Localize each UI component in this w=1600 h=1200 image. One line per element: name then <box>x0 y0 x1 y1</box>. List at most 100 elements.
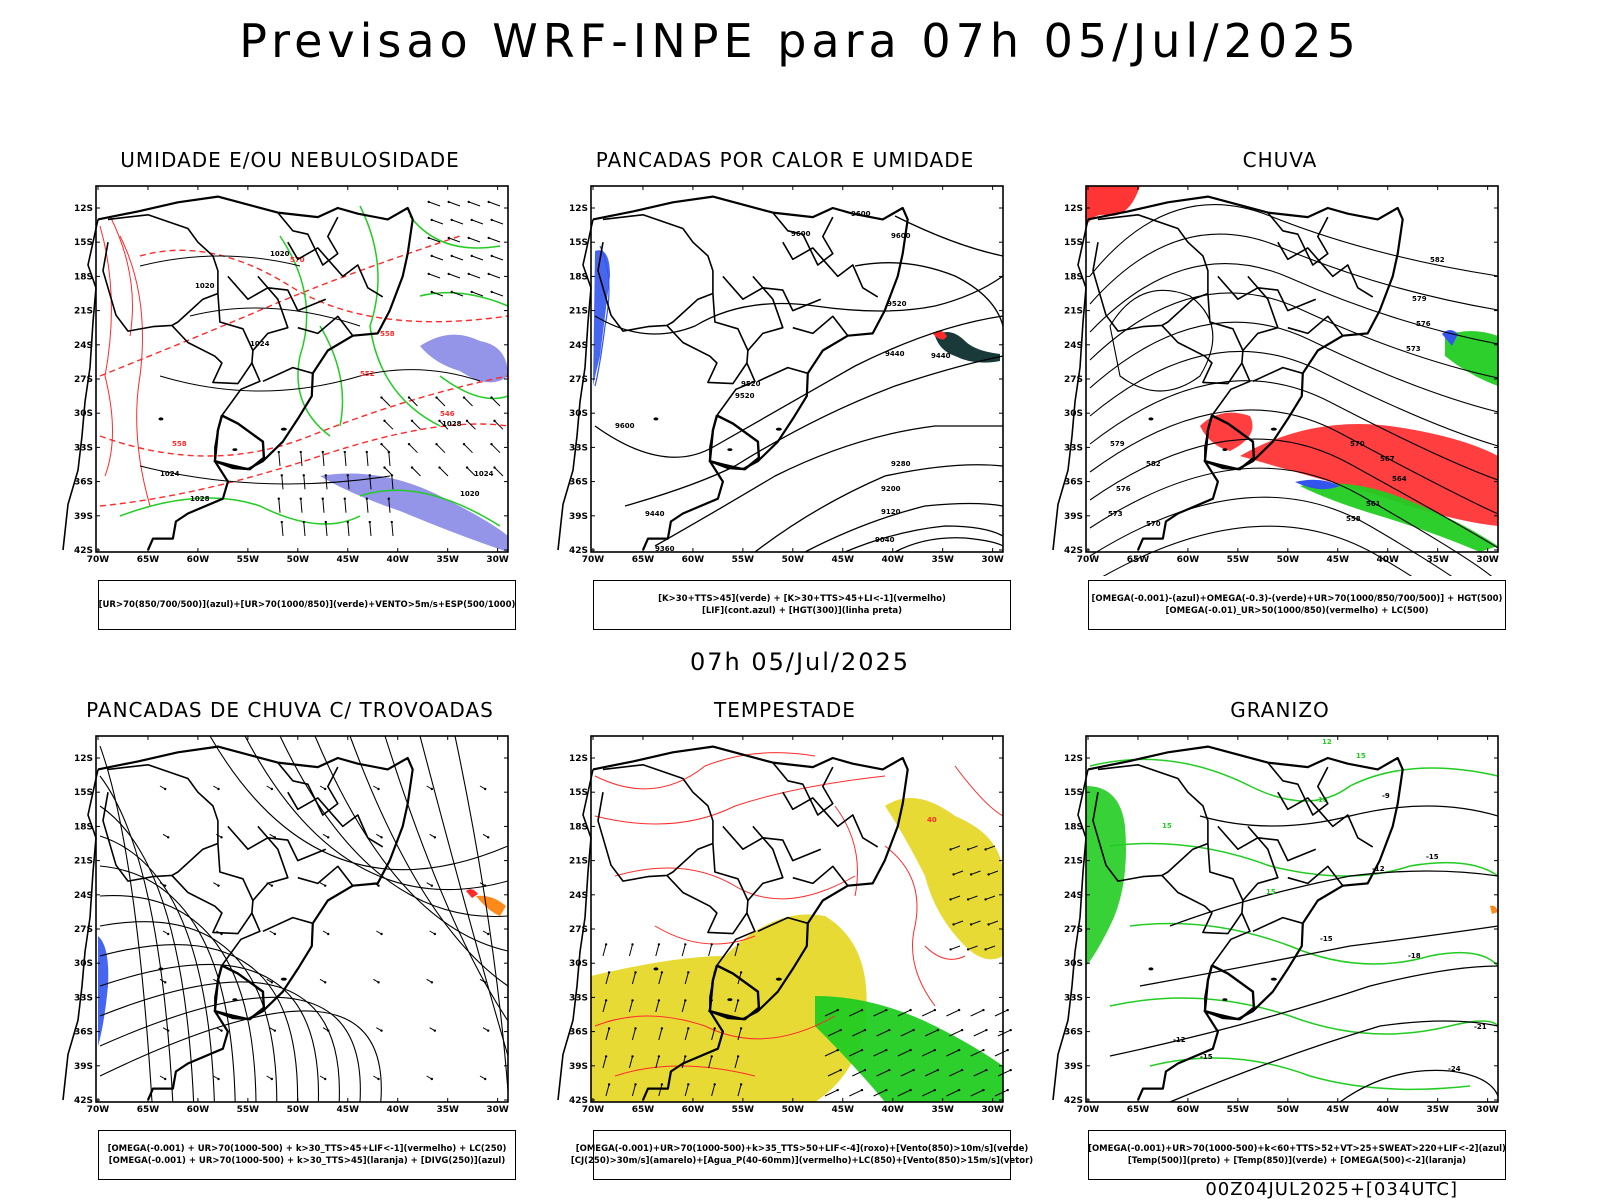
state-border <box>1252 366 1304 383</box>
contour-label: 558 <box>172 440 187 448</box>
wind-vector-head <box>447 236 450 240</box>
state-border <box>757 366 809 383</box>
wind-vector-head <box>684 943 687 946</box>
contour-label: 1020 <box>195 282 215 290</box>
run-time-footer: 00Z04JUL2025+[034UTC] <box>1205 1179 1458 1200</box>
wind-vector-head <box>380 396 383 399</box>
lon-tick-label: 45W <box>1327 555 1350 565</box>
wind-vector <box>431 291 444 297</box>
west-coastline <box>557 219 594 551</box>
contour-label: 1024 <box>250 340 270 348</box>
wind-vector-head <box>863 1068 867 1072</box>
wind-vector-head <box>430 218 433 222</box>
wind-vector <box>684 972 689 985</box>
wind-vector-head <box>343 497 346 500</box>
flow-arrow-head <box>273 932 277 936</box>
flow-arrow-head <box>270 1077 274 1081</box>
state-border <box>1242 825 1279 902</box>
wind-vector-head <box>450 218 453 222</box>
panel-tempestade: TEMPESTADE 40 12S 15S 18S 21S 24S 27S 30S 33S 36S… <box>555 698 1033 1180</box>
wind-vector <box>448 273 461 279</box>
lat-tick-label: 15S <box>569 788 588 798</box>
lon-tick-label: 45W <box>832 555 855 565</box>
legend-line: [OMEGA(-0.001) + UR>70(1000-500) + k>30_… <box>107 1144 507 1154</box>
humidity-green-contour <box>409 215 501 249</box>
lat-tick-label: 12S <box>74 204 93 214</box>
wind-vector <box>281 522 284 537</box>
coastline <box>1087 745 1404 1101</box>
contour-label: 9440 <box>931 352 951 360</box>
legend-line: [OMEGA(-0.001)+UR>70(1000-500)+k>35_TTS>… <box>575 1144 1029 1154</box>
flow-arrow-head <box>323 787 327 791</box>
lat-tick-label: 27S <box>74 375 93 385</box>
wind-vector <box>448 237 461 243</box>
wind-vector <box>994 1009 1008 1017</box>
wind-vector-head <box>383 419 386 423</box>
wind-vector <box>655 1056 660 1069</box>
west-coastline <box>62 769 99 1101</box>
wind-vector <box>605 1084 610 1097</box>
wind-vector-head <box>987 923 990 926</box>
stability-area <box>935 332 1000 363</box>
lat-tick-label: 24S <box>74 341 93 351</box>
wind-vector-head <box>634 971 637 974</box>
lon-tick-label: 35W <box>931 555 954 565</box>
lat-tick-label: 36S <box>1064 1028 1083 1038</box>
lat-tick-label: 21S <box>1064 307 1083 317</box>
wind-vector <box>708 944 713 957</box>
streamline <box>99 895 257 1103</box>
wind-vector-head <box>277 450 280 454</box>
contour-label: 558 <box>1346 515 1361 523</box>
wind-vector-head <box>631 999 634 1002</box>
lon-tick-label: 50W <box>287 1105 310 1115</box>
wind-vector-head <box>660 1027 664 1030</box>
wind-vector <box>322 498 325 513</box>
lake-mark <box>727 998 733 1002</box>
map-umidade[interactable]: 1020 1020 1024 1028 1024 1020 1024 1028 570 558 55… <box>60 176 520 576</box>
flow-arrow-head <box>433 932 437 936</box>
wind-vector-head <box>427 236 430 240</box>
streamline <box>1089 409 1499 515</box>
map-granizo[interactable]: -9 -12 -15 -15 -18 -12 -15 -21 -24 18 15 15 12 15 12S 1… <box>1050 726 1510 1126</box>
lat-tick-label: 24S <box>1064 891 1083 901</box>
contour-label: 9040 <box>875 536 895 544</box>
wind-vector-head <box>280 520 283 524</box>
wind-vector <box>734 1000 739 1013</box>
wind-vector-head <box>687 971 690 974</box>
wind-vector <box>428 237 441 243</box>
wind-vector <box>921 1009 936 1017</box>
contour-label: 1020 <box>270 250 290 258</box>
streamline <box>1089 467 1492 576</box>
streamline <box>419 735 509 1057</box>
wind-vector-head <box>321 450 324 454</box>
wind-vector-head <box>490 290 493 294</box>
map-chuva[interactable]: 582 579 576 573 570 567 564 561 558 582 579 576 573 5… <box>1050 176 1510 576</box>
map-pancadas-calor[interactable]: 9600960096009520944095209600944093609280… <box>555 176 1015 576</box>
wind-vector <box>876 1029 890 1037</box>
wind-vector-head <box>430 254 433 258</box>
wind-vector <box>970 1089 984 1097</box>
wind-vector <box>411 420 421 430</box>
contour-label: 9120 <box>881 508 901 516</box>
wind-vector-head <box>657 943 661 946</box>
wind-vector-head <box>839 1028 842 1032</box>
streamline <box>1089 292 1499 379</box>
contour-label: -15 <box>1200 1053 1213 1061</box>
wind-vector-head <box>736 1055 740 1058</box>
wind-vector <box>344 452 347 467</box>
wind-vector-head <box>984 848 987 851</box>
wind-vector <box>900 1029 914 1037</box>
lon-tick-label: 45W <box>1327 1105 1350 1115</box>
contour-label: 15 <box>1266 888 1276 896</box>
contour-label: 570 <box>290 256 305 264</box>
wind-vector <box>658 1084 663 1097</box>
wind-vector <box>325 522 328 537</box>
wind-vector <box>949 1029 963 1037</box>
wind-vector-head <box>302 520 305 524</box>
streamline <box>1089 350 1499 447</box>
wind-vector <box>391 475 394 490</box>
flow-arrow-head <box>273 1029 277 1032</box>
lon-tick-label: 55W <box>1227 1105 1250 1115</box>
